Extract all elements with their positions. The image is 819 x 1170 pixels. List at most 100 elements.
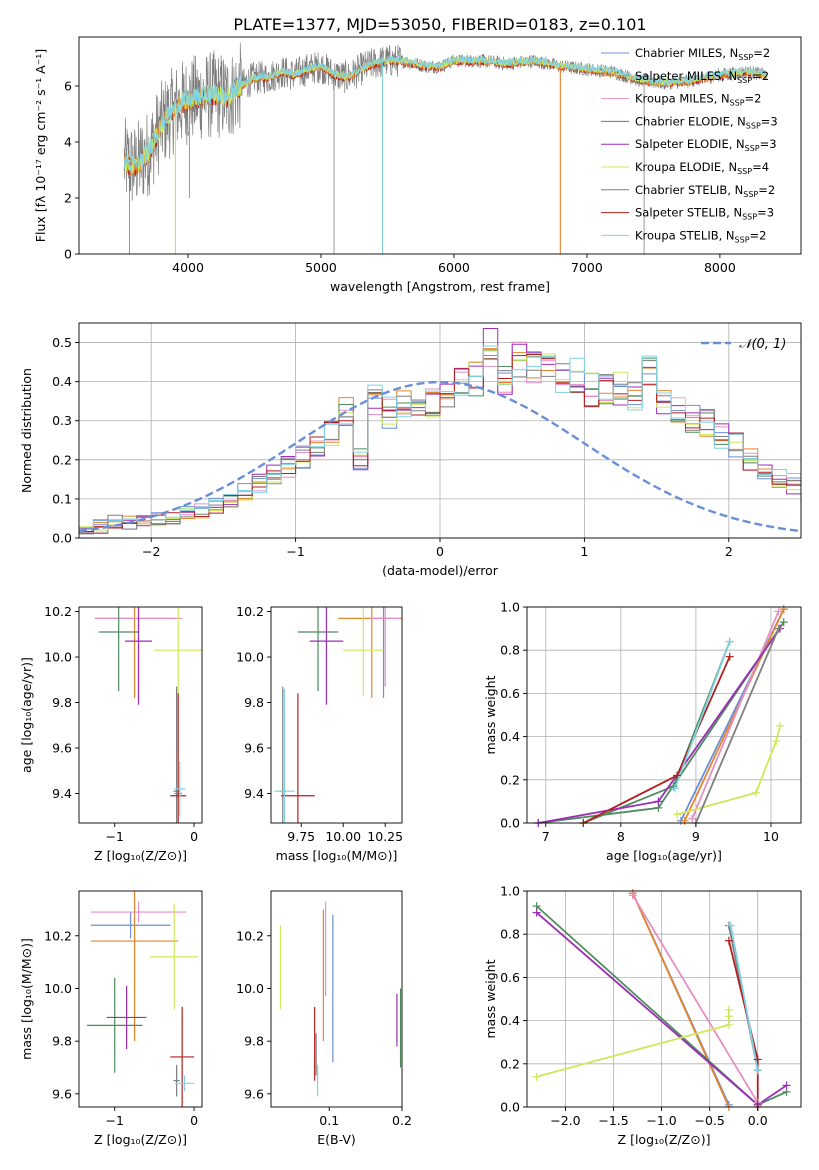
x-tick-label: 9 xyxy=(692,829,700,844)
plot-area-residuals xyxy=(79,328,801,538)
chart-mass_vs_Z: −1 0 9.6 9.8 10.0 10.2 Z [log₁₀(Z/Z⊙)] mass [lo… xyxy=(19,890,203,1147)
y-axis-label: mass weight xyxy=(483,959,498,1038)
y-axis-label: mass [log₁₀(M/M⊙)] xyxy=(19,938,34,1060)
legend-label-main: Kroupa ELODIE, N xyxy=(635,160,737,174)
legend-label-sub: SSP xyxy=(735,235,750,244)
legend-label-suffix: =2 xyxy=(745,92,762,106)
legend-label-suffix: =3 xyxy=(757,206,774,220)
x-axis-label: mass [log₁₀(M/M⊙)] xyxy=(276,848,398,863)
legend-label-suffix: =3 xyxy=(761,114,778,128)
chart-mass_vs_ebv: 0.1 0.2 9.6 9.8 10.0 10.2 E(B-V) xyxy=(236,890,412,1147)
plot-frame xyxy=(526,890,802,1108)
legend-label: Kroupa ELODIE, NSSP=4 xyxy=(635,160,769,176)
histogram-s6 xyxy=(79,349,801,538)
y-tick-label: 10.0 xyxy=(44,981,72,996)
y-tick-label: 6 xyxy=(64,79,72,94)
y-tick-label: 10.0 xyxy=(44,650,72,665)
y-tick-label: 9.8 xyxy=(244,1034,264,1049)
y-tick-label: 9.8 xyxy=(52,1034,72,1049)
legend-label-sub: SSP xyxy=(738,53,753,62)
spectrum-model-s8 xyxy=(123,55,767,173)
x-tick-label: −1 xyxy=(286,544,304,559)
legend-label-main: Salpeter MILES, N xyxy=(635,69,737,83)
x-tick-label: 7 xyxy=(542,829,550,844)
spectrum-data-line xyxy=(123,42,767,201)
legend-label-suffix: =3 xyxy=(760,137,777,151)
x-axis-label: (data-model)/error xyxy=(382,563,499,578)
plot-area-age_vs_Z xyxy=(94,607,202,823)
x-tick-label: 0.1 xyxy=(319,1113,339,1128)
y-axis-label: Normed distribution xyxy=(19,368,34,493)
plot-area-mass_vs_Z xyxy=(86,891,199,1107)
x-tick-label: 10 xyxy=(763,829,779,844)
x-tick-label: 6000 xyxy=(438,260,470,275)
chart-age_vs_mass: 9.75 10.00 10.25 9.4 9.6 9.8 10.0 10.2 mass [log… xyxy=(236,604,403,863)
x-tick-label: 7000 xyxy=(571,260,603,275)
legend-label-suffix: =2 xyxy=(750,228,767,242)
legend-label-main: Kroupa MILES, N xyxy=(635,92,730,106)
y-tick-label: 0.1 xyxy=(52,491,72,506)
plot-frame xyxy=(526,606,802,824)
x-tick-label: −2 xyxy=(142,544,160,559)
weight-line-s4 xyxy=(538,628,781,823)
plot-area-mass_vs_ebv xyxy=(279,901,402,1097)
histogram-s7 xyxy=(79,353,801,538)
y-tick-label: 0 xyxy=(64,247,72,262)
y-tick-label: 10.2 xyxy=(236,928,264,943)
y-tick-label: 9.6 xyxy=(244,1086,264,1101)
legend-label-suffix: =4 xyxy=(752,160,769,174)
legend-label-sub: SSP xyxy=(743,190,758,199)
chart-massweight_vs_age: 7 8 9 10 0.0 0.2 0.4 0.6 0.8 1.0 age [log₁₀(age/yr… xyxy=(483,600,802,863)
y-tick-label: 10.0 xyxy=(236,981,264,996)
x-tick-label: 8000 xyxy=(704,260,736,275)
x-axis-label: Z [log₁₀(Z/Z⊙)] xyxy=(618,1132,711,1147)
y-tick-label: 9.8 xyxy=(244,695,264,710)
x-tick-label: 0 xyxy=(436,544,444,559)
legend-label: Chabrier MILES, NSSP=2 xyxy=(635,46,770,62)
y-tick-label: 1.0 xyxy=(500,600,520,615)
y-tick-label: 9.4 xyxy=(244,786,264,801)
y-tick-label: 0.0 xyxy=(500,816,520,831)
x-axis-label: E(B-V) xyxy=(317,1132,356,1147)
x-tick-label: −0.5 xyxy=(694,1113,724,1128)
x-axis-label: wavelength [Angstrom, rest frame] xyxy=(330,279,550,294)
legend-label-sub: SSP xyxy=(737,76,752,85)
y-tick-label: 2 xyxy=(64,191,72,206)
y-tick-label: 0.4 xyxy=(52,374,72,389)
legend-label-sub: SSP xyxy=(737,167,752,176)
legend-label-suffix: =2 xyxy=(752,69,769,83)
plot-frame xyxy=(78,890,203,1108)
plot-frame xyxy=(78,606,203,824)
y-tick-label: 10.2 xyxy=(44,604,72,619)
y-tick-label: 0.0 xyxy=(52,531,72,546)
weight-line-s1 xyxy=(683,608,785,822)
weight-line-s1 xyxy=(631,892,730,1107)
weight-line-s2 xyxy=(631,894,759,1104)
y-tick-label: 0.8 xyxy=(500,643,520,658)
y-axis-label: age [log₁₀(age/yr)] xyxy=(19,657,34,773)
chart-residuals: 𝒩(0, 1) −2 −1 0 1 2 0.0 0.1 0.2 0.3 0.4 0.5 (data-mo… xyxy=(19,322,802,578)
y-tick-label: 0.5 xyxy=(52,335,72,350)
y-axis-label: Flux [fλ 10⁻¹⁷ erg cm⁻² s⁻¹ A⁻¹] xyxy=(33,49,48,242)
y-tick-label: 9.4 xyxy=(52,786,72,801)
x-tick-label: 0 xyxy=(190,829,198,844)
y-tick-label: 0.2 xyxy=(500,1056,520,1071)
y-axis-label: mass weight xyxy=(483,675,498,754)
y-tick-label: 0.3 xyxy=(52,413,72,428)
plot-frame xyxy=(270,890,403,1108)
x-tick-label: −1 xyxy=(105,1113,123,1128)
plot-area-massweight_vs_age xyxy=(538,608,785,823)
histogram-s8 xyxy=(79,345,801,538)
x-tick-label: −1.0 xyxy=(646,1113,676,1128)
weight-line-s2 xyxy=(691,610,780,820)
x-tick-label: 2 xyxy=(725,544,733,559)
x-axis-label: Z [log₁₀(Z/Z⊙)] xyxy=(94,848,187,863)
y-tick-label: 9.6 xyxy=(52,740,72,755)
chart-age_vs_Z: −1 0 9.4 9.6 9.8 10.0 10.2 Z [log₁₀(Z/Z⊙)] age [… xyxy=(19,604,203,863)
chart-massweight_vs_Z: −2.0 −1.5 −1.0 −0.5 0.0 0.0 0.2 0.4 0.6 0.8 1.0 Z [… xyxy=(483,884,802,1147)
legend-label-sub: SSP xyxy=(745,144,760,153)
y-tick-label: 10.0 xyxy=(236,650,264,665)
y-tick-label: 0.6 xyxy=(500,970,520,985)
